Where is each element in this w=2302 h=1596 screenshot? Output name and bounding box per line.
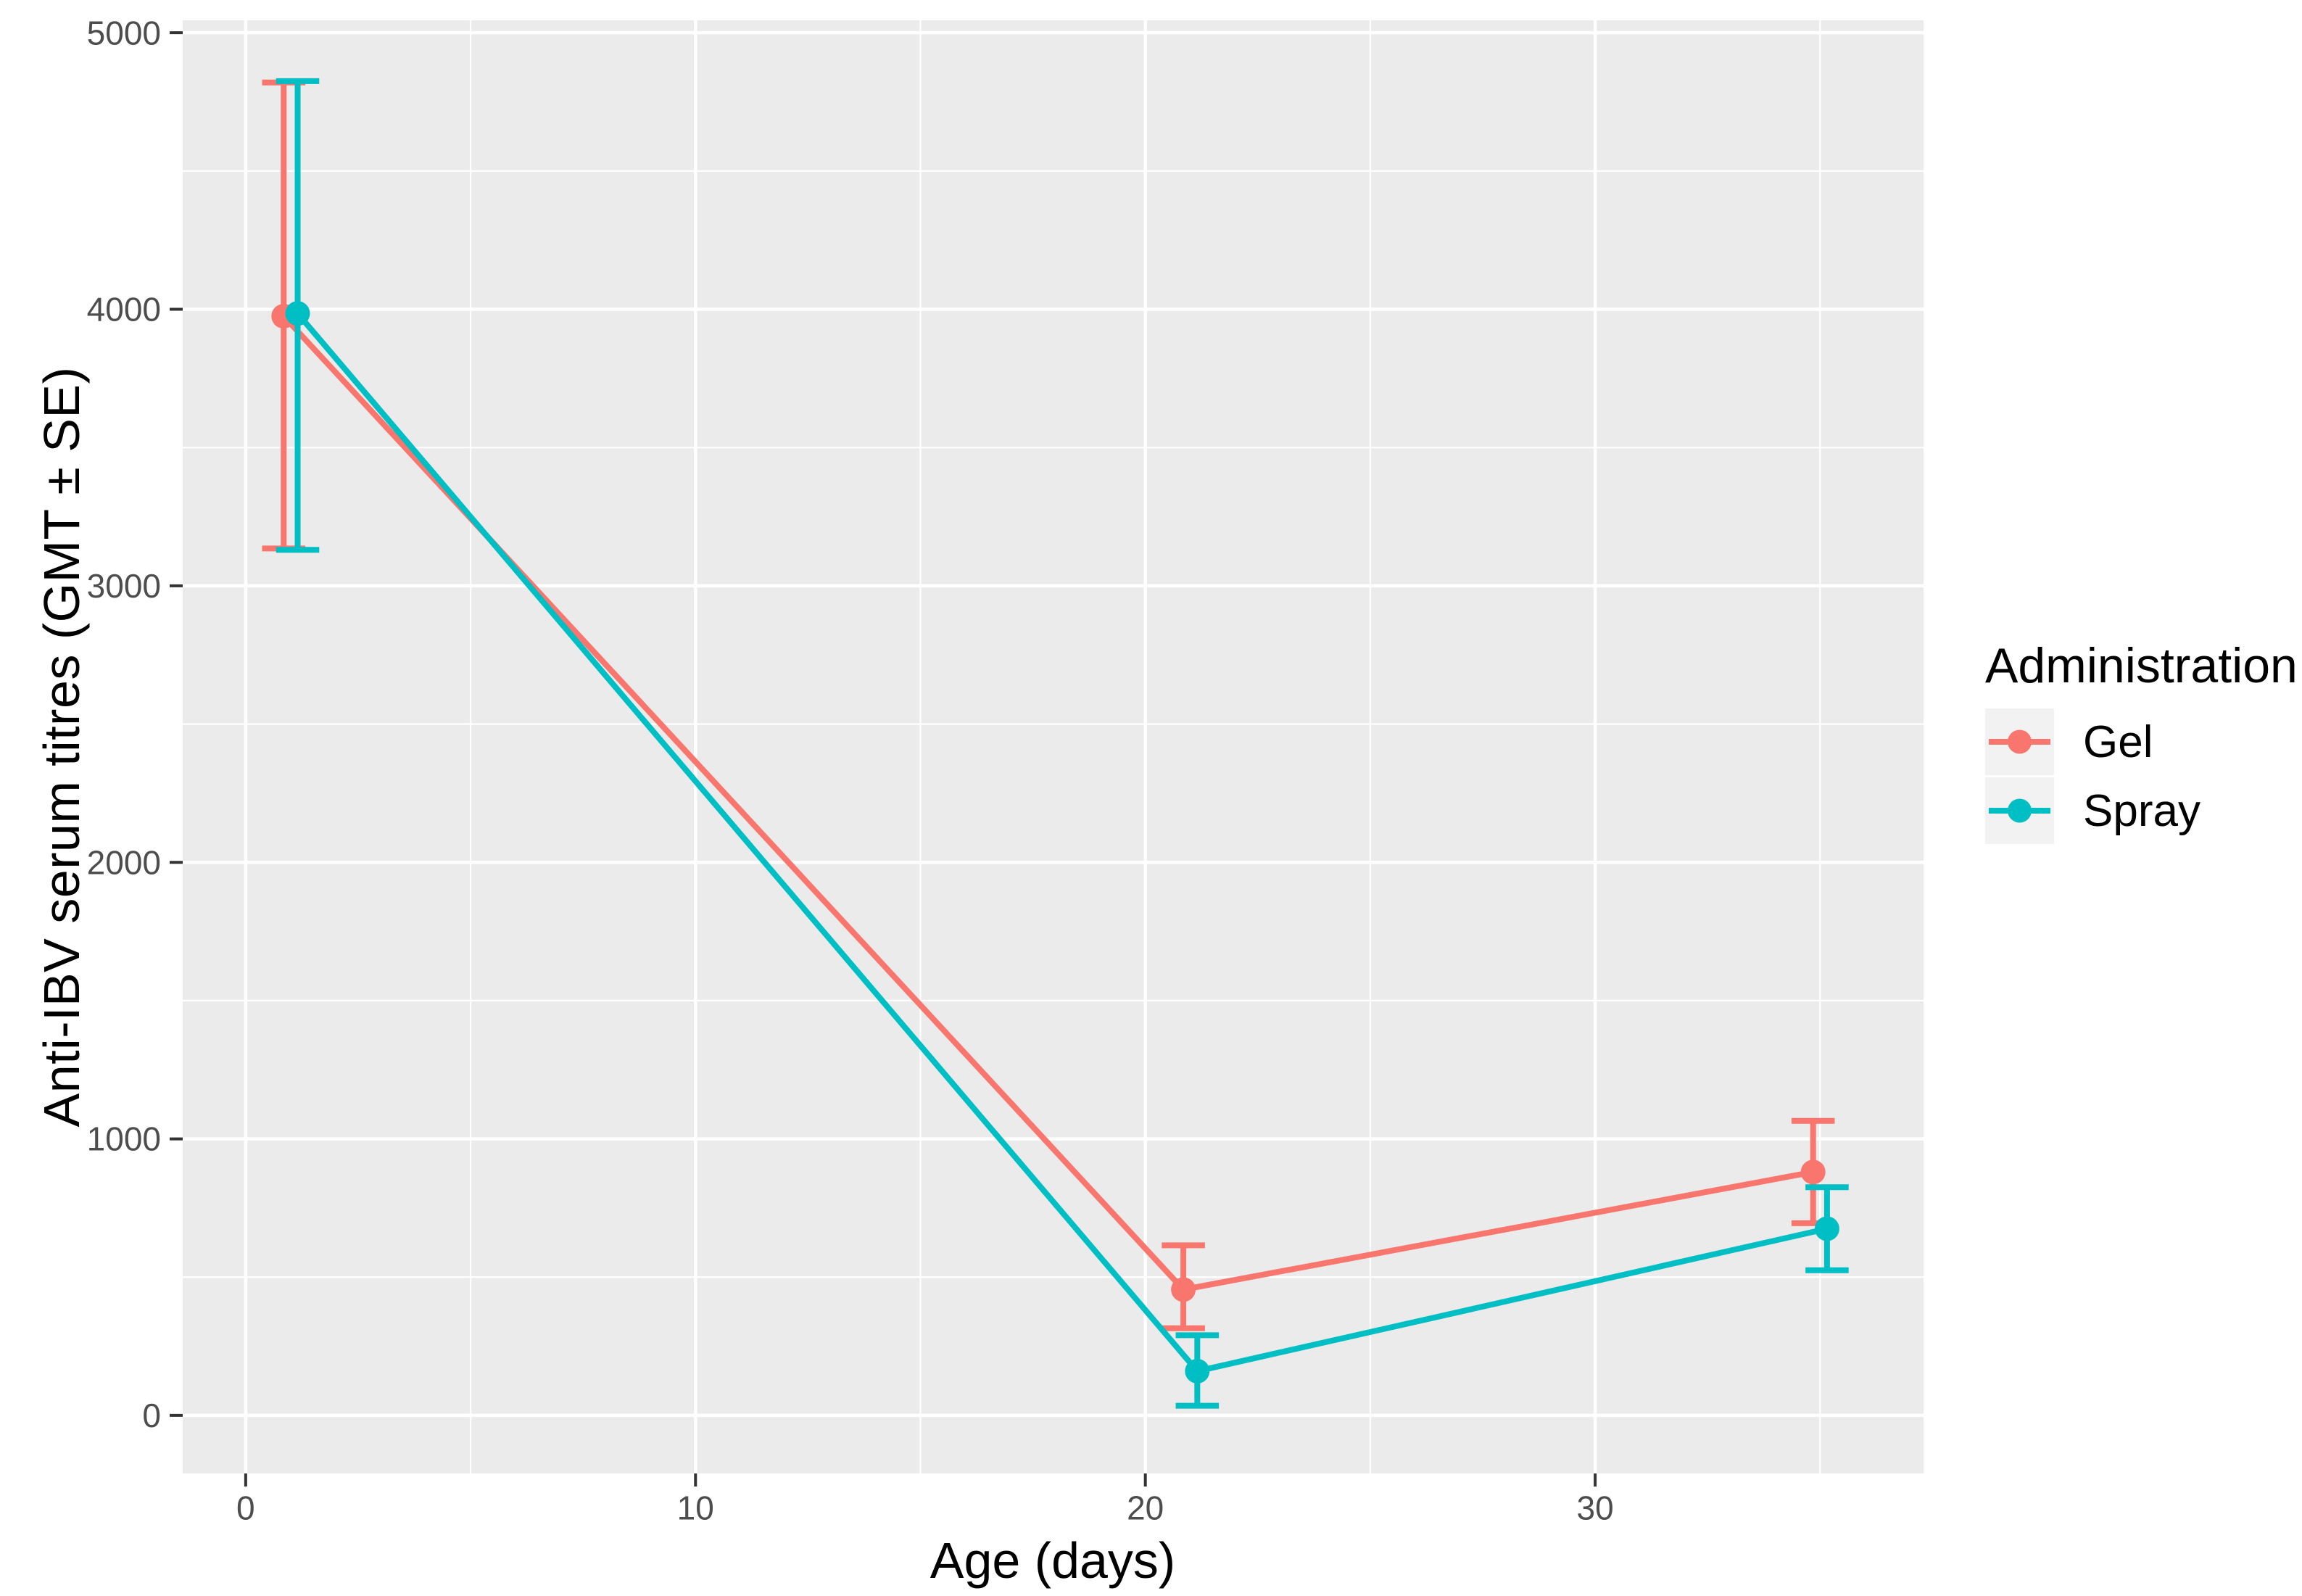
y-tick-label: 0 <box>142 1397 161 1434</box>
plot-panel <box>183 20 1924 1473</box>
x-tick-labels: 0 10 20 30 <box>236 1489 1614 1527</box>
gel-key-swatch <box>1985 708 2054 775</box>
legend: Administration Gel Spray <box>1985 635 2298 846</box>
legend-item-gel: Gel <box>1985 708 2298 775</box>
axis-tick-marks <box>170 31 1597 1487</box>
legend-label-gel: Gel <box>2083 716 2153 767</box>
y-tick-labels: 0 1000 2000 3000 4000 5000 <box>87 14 161 1434</box>
legend-item-spray: Spray <box>1985 777 2298 844</box>
legend-label-spray: Spray <box>2083 785 2200 836</box>
x-axis-title: Age (days) <box>930 1532 1176 1589</box>
x-tick-label: 0 <box>236 1489 255 1527</box>
gel-line-dot-icon <box>1989 729 2050 754</box>
x-tick-label: 20 <box>1127 1489 1164 1527</box>
data-point-gel <box>1171 1277 1196 1302</box>
data-point-spray <box>1185 1358 1210 1384</box>
data-point-spray <box>1814 1216 1839 1241</box>
spray-key-swatch <box>1985 777 2054 844</box>
y-tick-label: 5000 <box>87 14 161 51</box>
series-spray <box>276 78 1849 1409</box>
minor-gridlines <box>183 20 1924 1473</box>
data-point-spray <box>285 301 310 326</box>
data-point-gel <box>1800 1159 1826 1185</box>
y-tick-label: 3000 <box>87 567 161 605</box>
spray-line-dot-icon <box>1989 798 2050 823</box>
x-tick-label: 10 <box>677 1489 714 1527</box>
y-tick-label: 2000 <box>87 843 161 881</box>
major-gridlines <box>183 20 1924 1473</box>
y-tick-label: 1000 <box>87 1120 161 1158</box>
x-tick-label: 30 <box>1577 1489 1614 1527</box>
legend-title: Administration <box>1985 638 2298 693</box>
y-axis-title: Anti-IBV serum titres (GMT ± SE) <box>33 366 90 1128</box>
y-tick-label: 4000 <box>87 291 161 328</box>
